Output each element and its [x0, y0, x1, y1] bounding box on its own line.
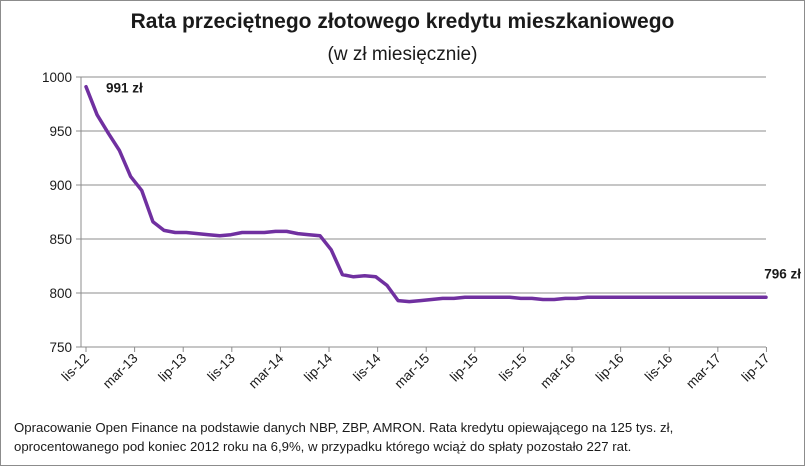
- x-tick-label: lip-16: [593, 351, 627, 385]
- source-line-2: oprocentowanego pod koniec 2012 roku na …: [14, 439, 632, 454]
- x-tick-label: mar-13: [100, 351, 141, 392]
- annotation-end: 796 zł: [764, 266, 801, 281]
- source-line-1: Opracowanie Open Finance na podstawie da…: [14, 420, 674, 435]
- y-tick-label: 950: [49, 124, 72, 139]
- x-tick-label: mar-16: [537, 351, 578, 392]
- x-tick-label: lis-13: [205, 351, 238, 384]
- x-tick-label: lip-17: [739, 351, 773, 385]
- y-tick-label: 750: [49, 340, 72, 355]
- x-tick-label: lis-15: [496, 351, 529, 384]
- x-tick-label: mar-17: [683, 351, 724, 392]
- chart-title: Rata przeciętnego złotowego kredytu mies…: [130, 10, 675, 33]
- y-tick-label: 900: [49, 178, 72, 193]
- x-tick-label: mar-14: [246, 350, 287, 391]
- x-tick-label: lis-12: [59, 351, 92, 384]
- x-tick-label: lis-14: [350, 350, 384, 384]
- x-tick-label: lis-16: [642, 351, 675, 384]
- x-tick-label: lip-13: [155, 351, 189, 385]
- x-tick-label: mar-15: [391, 351, 432, 392]
- y-tick-label: 850: [49, 232, 72, 247]
- x-tick-label: lip-15: [447, 351, 481, 385]
- series-line-rata: [84, 84, 768, 304]
- y-tick-label: 800: [49, 286, 72, 301]
- chart-subtitle: (w zł miesięcznie): [327, 44, 478, 65]
- annotation-start: 991 zł: [106, 81, 143, 96]
- x-tick-label: lip-14: [301, 350, 335, 384]
- source-note: Opracowanie Open Finance na podstawie da…: [14, 418, 794, 456]
- y-tick-label: 1000: [42, 70, 72, 85]
